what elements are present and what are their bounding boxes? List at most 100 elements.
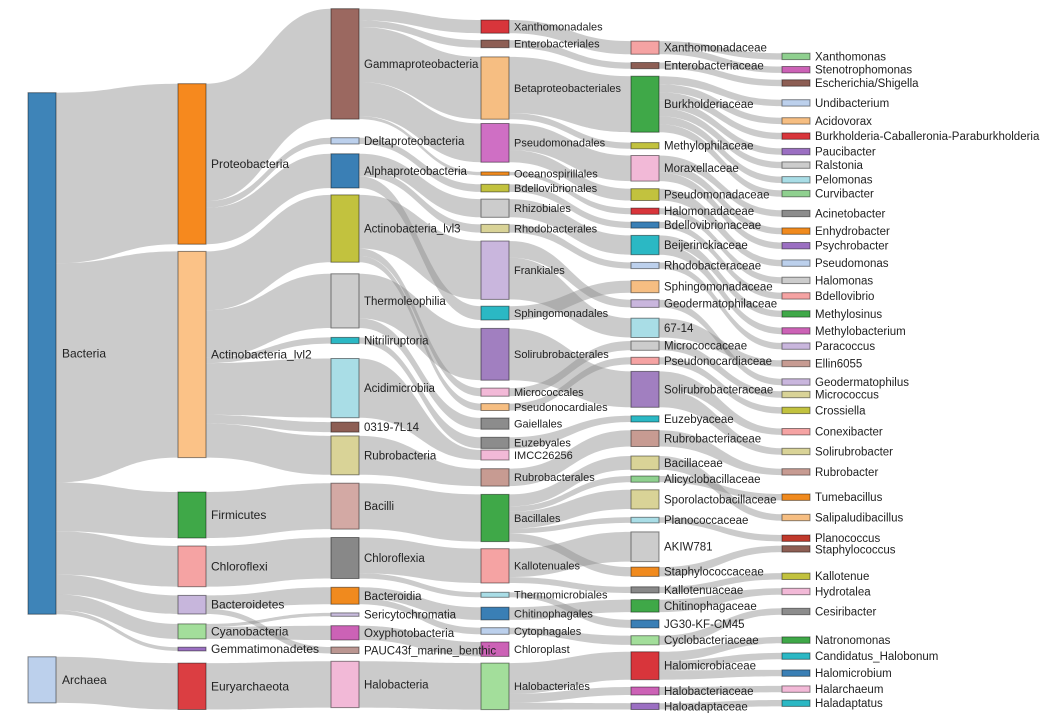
svg-text:Micrococcaceae: Micrococcaceae xyxy=(664,341,747,353)
svg-text:Hydrotalea: Hydrotalea xyxy=(815,586,871,598)
svg-text:Planococcus: Planococcus xyxy=(815,533,880,545)
svg-text:Bacillaceae: Bacillaceae xyxy=(664,458,723,470)
svg-text:Pseudomonas: Pseudomonas xyxy=(815,258,889,270)
svg-text:Geodermatophilus: Geodermatophilus xyxy=(815,377,909,389)
svg-text:Archaea: Archaea xyxy=(62,673,107,687)
svg-text:Rubrobacteria: Rubrobacteria xyxy=(364,450,437,462)
svg-text:Gaiellales: Gaiellales xyxy=(514,418,563,430)
svg-text:Pseudomonadaceae: Pseudomonadaceae xyxy=(664,190,770,202)
svg-text:Pelomonas: Pelomonas xyxy=(815,175,873,187)
svg-text:Burkholderia-Caballeronia-Para: Burkholderia-Caballeronia-Paraburkholder… xyxy=(815,131,1040,143)
svg-text:Haloadaptaceae: Haloadaptaceae xyxy=(664,701,748,713)
svg-text:Kallotenuales: Kallotenuales xyxy=(514,561,581,573)
svg-text:Xanthomonas: Xanthomonas xyxy=(815,51,886,63)
svg-text:Pseudomonadales: Pseudomonadales xyxy=(514,138,606,150)
svg-text:Crossiella: Crossiella xyxy=(815,405,866,417)
svg-text:Sphingomonadales: Sphingomonadales xyxy=(514,308,609,320)
svg-text:0319-7L14: 0319-7L14 xyxy=(364,422,420,434)
svg-text:Actinobacteria_lvl3: Actinobacteria_lvl3 xyxy=(364,224,461,236)
svg-text:Staphylococcus: Staphylococcus xyxy=(815,545,896,557)
svg-text:Bacillales: Bacillales xyxy=(514,513,561,525)
svg-text:Chitinophagaceae: Chitinophagaceae xyxy=(664,601,757,613)
svg-text:PAUC43f_marine_benthic: PAUC43f_marine_benthic xyxy=(364,645,496,657)
svg-text:Xanthomonadales: Xanthomonadales xyxy=(514,21,603,33)
svg-text:Stenotrophomonas: Stenotrophomonas xyxy=(815,65,912,77)
svg-text:Bacteroidetes: Bacteroidetes xyxy=(211,598,284,612)
svg-text:Alphaproteobacteria: Alphaproteobacteria xyxy=(364,166,468,178)
svg-text:Halomicrobiaceae: Halomicrobiaceae xyxy=(664,661,756,673)
svg-text:Halomonas: Halomonas xyxy=(815,275,873,287)
svg-text:IMCC26256: IMCC26256 xyxy=(514,450,573,462)
svg-text:Beijerinckiaceae: Beijerinckiaceae xyxy=(664,240,748,252)
svg-text:Gammaproteobacteria: Gammaproteobacteria xyxy=(364,59,479,71)
svg-text:Solirubrobacter: Solirubrobacter xyxy=(815,446,893,458)
svg-text:Bacteria: Bacteria xyxy=(62,346,106,360)
svg-text:Halobacteriales: Halobacteriales xyxy=(514,681,590,693)
svg-text:Bacilli: Bacilli xyxy=(364,501,394,513)
svg-text:Euzebyales: Euzebyales xyxy=(514,438,571,450)
svg-text:Chitinophagales: Chitinophagales xyxy=(514,608,593,620)
svg-text:Staphylococcaceae: Staphylococcaceae xyxy=(664,567,764,579)
svg-text:Firmicutes: Firmicutes xyxy=(211,508,266,522)
svg-text:Frankiales: Frankiales xyxy=(514,265,565,277)
svg-text:Bacteroidia: Bacteroidia xyxy=(364,591,422,603)
svg-text:Burkholderiaceae: Burkholderiaceae xyxy=(664,99,754,111)
svg-text:Halomonadaceae: Halomonadaceae xyxy=(664,206,754,218)
svg-text:Actinobacteria_lvl2: Actinobacteria_lvl2 xyxy=(211,348,312,362)
svg-text:Bdellovibrio: Bdellovibrio xyxy=(815,291,874,303)
svg-text:Pseudonocardiales: Pseudonocardiales xyxy=(514,402,608,414)
svg-text:Paracoccus: Paracoccus xyxy=(815,341,875,353)
svg-text:Rubrobacterales: Rubrobacterales xyxy=(514,472,595,484)
svg-text:Thermomicrobiales: Thermomicrobiales xyxy=(514,590,608,602)
svg-text:Nitriliruptoria: Nitriliruptoria xyxy=(364,336,429,348)
svg-text:Solirubrobacterales: Solirubrobacterales xyxy=(514,349,609,361)
svg-text:Tumebacillus: Tumebacillus xyxy=(815,492,883,504)
svg-text:Bdellovibrionaceae: Bdellovibrionaceae xyxy=(664,220,761,232)
svg-text:Rhodobacterales: Rhodobacterales xyxy=(514,223,598,235)
svg-text:Proteobacteria: Proteobacteria xyxy=(211,157,289,171)
svg-text:JG30-KF-CM45: JG30-KF-CM45 xyxy=(664,619,745,631)
svg-text:Acidovorax: Acidovorax xyxy=(815,116,872,128)
svg-text:Micrococcales: Micrococcales xyxy=(514,387,584,399)
svg-text:Micrococcus: Micrococcus xyxy=(815,389,879,401)
svg-text:Halarchaeum: Halarchaeum xyxy=(815,684,883,696)
svg-text:Rubrobacteriaceae: Rubrobacteriaceae xyxy=(664,433,761,445)
svg-text:Undibacterium: Undibacterium xyxy=(815,98,889,110)
svg-text:Acidimicrobiia: Acidimicrobiia xyxy=(364,383,436,395)
svg-text:Enterobacteriaceae: Enterobacteriaceae xyxy=(664,61,764,73)
svg-text:Sporolactobacillaceae: Sporolactobacillaceae xyxy=(664,494,777,506)
svg-text:Acinetobacter: Acinetobacter xyxy=(815,208,885,220)
svg-text:Oceanospirillales: Oceanospirillales xyxy=(514,168,598,180)
svg-text:Cytophagales: Cytophagales xyxy=(514,626,582,638)
svg-text:Gemmatimonadetes: Gemmatimonadetes xyxy=(211,642,319,656)
svg-text:67-14: 67-14 xyxy=(664,323,694,335)
svg-text:Halobacteriaceae: Halobacteriaceae xyxy=(664,686,754,698)
svg-text:Ralstonia: Ralstonia xyxy=(815,160,864,172)
svg-text:Conexibacter: Conexibacter xyxy=(815,427,883,439)
svg-text:Halobacteria: Halobacteria xyxy=(364,679,429,691)
svg-text:Curvibacter: Curvibacter xyxy=(815,189,874,201)
svg-text:Paucibacter: Paucibacter xyxy=(815,147,876,159)
svg-text:Xanthomonadaceae: Xanthomonadaceae xyxy=(664,43,767,55)
svg-text:Chloroplast: Chloroplast xyxy=(514,644,570,656)
svg-text:Thermoleophilia: Thermoleophilia xyxy=(364,296,446,308)
svg-text:Cesiribacter: Cesiribacter xyxy=(815,606,877,618)
svg-text:Sphingomonadaceae: Sphingomonadaceae xyxy=(664,282,773,294)
svg-text:Planococcaceae: Planococcaceae xyxy=(664,515,748,527)
svg-text:Euryarchaeota: Euryarchaeota xyxy=(211,679,289,693)
svg-text:Rhodobacteraceae: Rhodobacteraceae xyxy=(664,260,761,272)
svg-text:Natronomonas: Natronomonas xyxy=(815,635,891,647)
svg-text:Chloroflexia: Chloroflexia xyxy=(364,553,425,565)
svg-text:Methylosinus: Methylosinus xyxy=(815,309,882,321)
svg-text:Deltaproteobacteria: Deltaproteobacteria xyxy=(364,136,465,148)
svg-text:Enhydrobacter: Enhydrobacter xyxy=(815,226,890,238)
svg-text:Betaproteobacteriales: Betaproteobacteriales xyxy=(514,83,622,95)
svg-text:Geodermatophilaceae: Geodermatophilaceae xyxy=(664,298,777,310)
svg-text:Sericytochromatia: Sericytochromatia xyxy=(364,610,457,622)
svg-text:Halomicrobium: Halomicrobium xyxy=(815,668,892,680)
svg-text:Psychrobacter: Psychrobacter xyxy=(815,241,889,253)
svg-text:Kallotenuaceae: Kallotenuaceae xyxy=(664,585,743,597)
svg-text:Ellin6055: Ellin6055 xyxy=(815,358,862,370)
svg-text:Salipaludibacillus: Salipaludibacillus xyxy=(815,512,903,524)
svg-text:Alicyclobacillaceae: Alicyclobacillaceae xyxy=(664,474,761,486)
